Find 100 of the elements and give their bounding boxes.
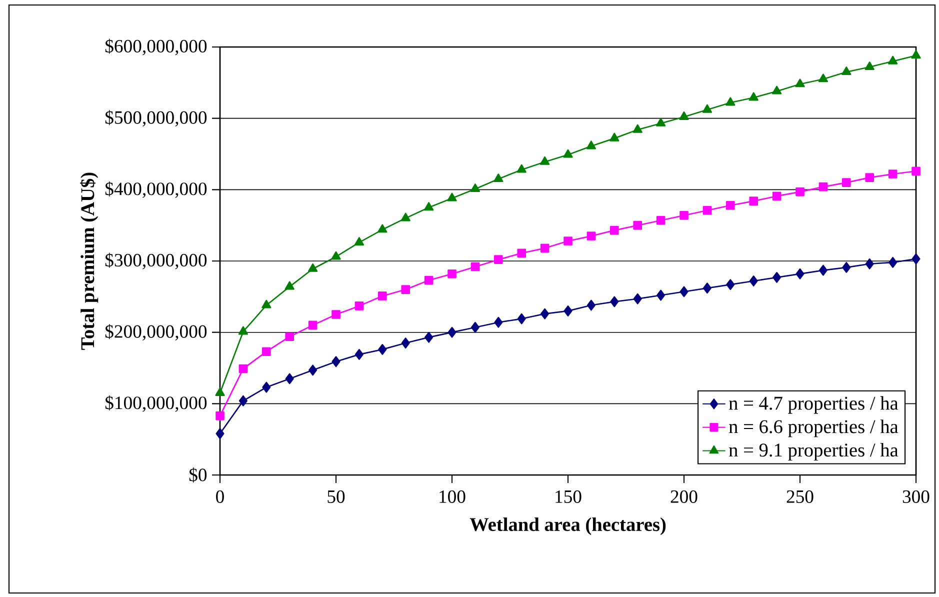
point: [702, 206, 712, 215]
point: [656, 118, 666, 126]
x-tick-label: 100: [440, 490, 466, 503]
point: [216, 411, 224, 420]
point: [378, 292, 387, 300]
point: [308, 320, 318, 330]
point: [680, 210, 688, 220]
point: [308, 263, 318, 272]
point: [865, 258, 874, 270]
point: [888, 170, 898, 178]
point: [818, 182, 828, 192]
point: [749, 196, 758, 206]
point: [795, 78, 805, 88]
x-tick-label: 300: [902, 490, 930, 503]
point: [540, 308, 550, 320]
point: [726, 97, 736, 106]
point: [424, 202, 434, 211]
point: [633, 220, 642, 230]
point: [262, 300, 272, 308]
legend-label: n = 4.7 properties / ha: [728, 396, 898, 414]
point: [285, 373, 294, 384]
point: [656, 290, 666, 301]
point: [517, 248, 526, 258]
point: [586, 300, 596, 311]
point: [378, 224, 388, 233]
point: [262, 347, 271, 356]
point: [424, 332, 434, 343]
point: [888, 256, 898, 268]
x-tick-label: 250: [786, 490, 814, 503]
point: [564, 236, 572, 246]
point: [888, 56, 898, 64]
point: [262, 382, 271, 393]
point: [864, 62, 874, 70]
point: [400, 212, 410, 222]
point: [610, 132, 620, 142]
y-tick-label: $500,000,000: [105, 110, 207, 127]
point: [401, 285, 410, 294]
point: [748, 92, 758, 101]
point: [586, 232, 596, 240]
point: [842, 178, 851, 187]
point: [238, 364, 248, 374]
point: [540, 156, 550, 165]
point: [238, 326, 248, 335]
point: [865, 173, 874, 182]
point: [332, 310, 340, 319]
point: [586, 140, 596, 150]
point: [354, 236, 364, 246]
point: [494, 174, 504, 182]
point: [564, 305, 572, 316]
point: [215, 387, 225, 396]
point: [494, 316, 503, 328]
y-tick-label: $100,000,000: [105, 395, 207, 412]
point: [702, 104, 712, 113]
point: [354, 348, 364, 360]
y-tick-label: $0: [189, 468, 207, 482]
point: [448, 326, 456, 338]
point: [726, 279, 735, 290]
point: [633, 293, 642, 304]
point: [912, 166, 920, 176]
point: [238, 395, 248, 406]
point: [632, 124, 642, 133]
point: [818, 74, 828, 82]
legend-label: n = 6.6 properties / ha: [728, 420, 898, 438]
point: [308, 364, 318, 376]
point: [749, 276, 758, 286]
point: [448, 269, 456, 278]
point: [679, 111, 689, 120]
point: [796, 187, 804, 196]
y-axis-title: Total premium (AU$): [80, 172, 98, 350]
point: [470, 322, 480, 333]
point: [494, 255, 503, 264]
point: [331, 251, 341, 260]
point: [772, 86, 782, 94]
point: [818, 264, 828, 276]
point: [772, 272, 782, 283]
point: [216, 428, 224, 440]
point: [332, 356, 340, 368]
y-tick-label: $400,000,000: [105, 181, 207, 198]
point: [563, 149, 573, 158]
point: [911, 50, 921, 59]
point: [610, 296, 619, 308]
point: [447, 192, 457, 202]
point: [842, 262, 851, 273]
y-tick-label: $600,000,000: [105, 38, 207, 56]
point: [516, 164, 526, 173]
point: [702, 282, 712, 294]
point: [354, 302, 364, 310]
point: [772, 192, 782, 200]
point: [610, 226, 619, 235]
point: [796, 268, 804, 280]
point: [656, 216, 666, 225]
legend-label: n = 9.1 properties / ha: [728, 443, 898, 461]
point: [378, 344, 387, 355]
x-tick-label: 150: [556, 490, 582, 503]
y-tick-label: $300,000,000: [105, 252, 207, 270]
point: [912, 253, 920, 264]
point: [842, 66, 852, 76]
point: [470, 183, 480, 192]
point: [424, 276, 434, 285]
y-tick-label: $200,000,000: [105, 324, 207, 341]
